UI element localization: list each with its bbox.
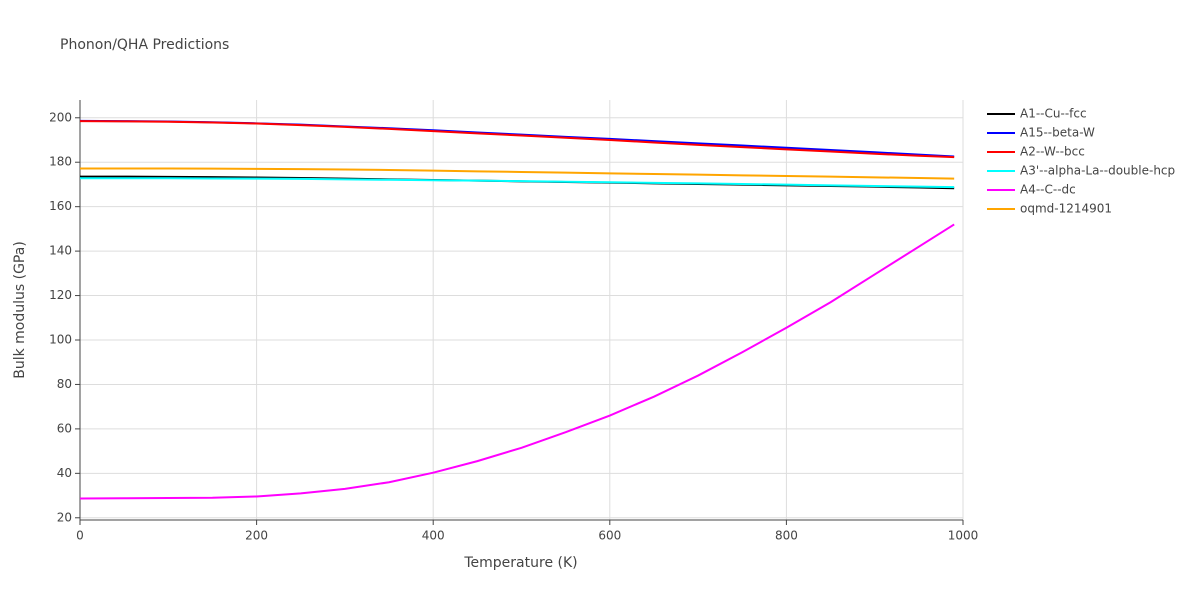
series-line xyxy=(80,167,955,180)
y-tick-label: 40 xyxy=(57,466,72,480)
legend-label: oqmd-1214901 xyxy=(1020,202,1112,216)
y-tick-label: 120 xyxy=(49,288,72,302)
x-tick-label: 400 xyxy=(422,529,445,543)
x-axis-label: Temperature (K) xyxy=(463,555,577,571)
x-tick-label: 200 xyxy=(245,529,268,543)
legend-label: A4--C--dc xyxy=(1020,183,1076,197)
legend-label: A2--W--bcc xyxy=(1020,145,1085,159)
y-axis-label: Bulk modulus (GPa) xyxy=(12,241,28,379)
legend-label: A15--beta-W xyxy=(1020,126,1095,140)
y-tick-label: 80 xyxy=(57,377,72,391)
series-line xyxy=(79,120,955,159)
x-tick-label: 600 xyxy=(598,529,621,543)
x-tick-label: 0 xyxy=(76,529,84,543)
y-tick-label: 160 xyxy=(49,199,72,213)
y-tick-label: 100 xyxy=(49,333,72,347)
y-tick-label: 60 xyxy=(57,421,72,435)
series-line xyxy=(79,223,955,500)
chart-title: Phonon/QHA Predictions xyxy=(60,37,229,53)
legend-label: A1--Cu--fcc xyxy=(1020,107,1087,121)
x-tick-label: 1000 xyxy=(948,529,979,543)
legend-label: A3'--alpha-La--double-hcp xyxy=(1020,164,1175,178)
y-tick-label: 200 xyxy=(49,110,72,124)
y-tick-label: 140 xyxy=(49,244,72,258)
series-line xyxy=(80,177,955,189)
y-tick-label: 180 xyxy=(49,155,72,169)
x-tick-label: 800 xyxy=(775,529,798,543)
y-tick-label: 20 xyxy=(57,510,72,524)
